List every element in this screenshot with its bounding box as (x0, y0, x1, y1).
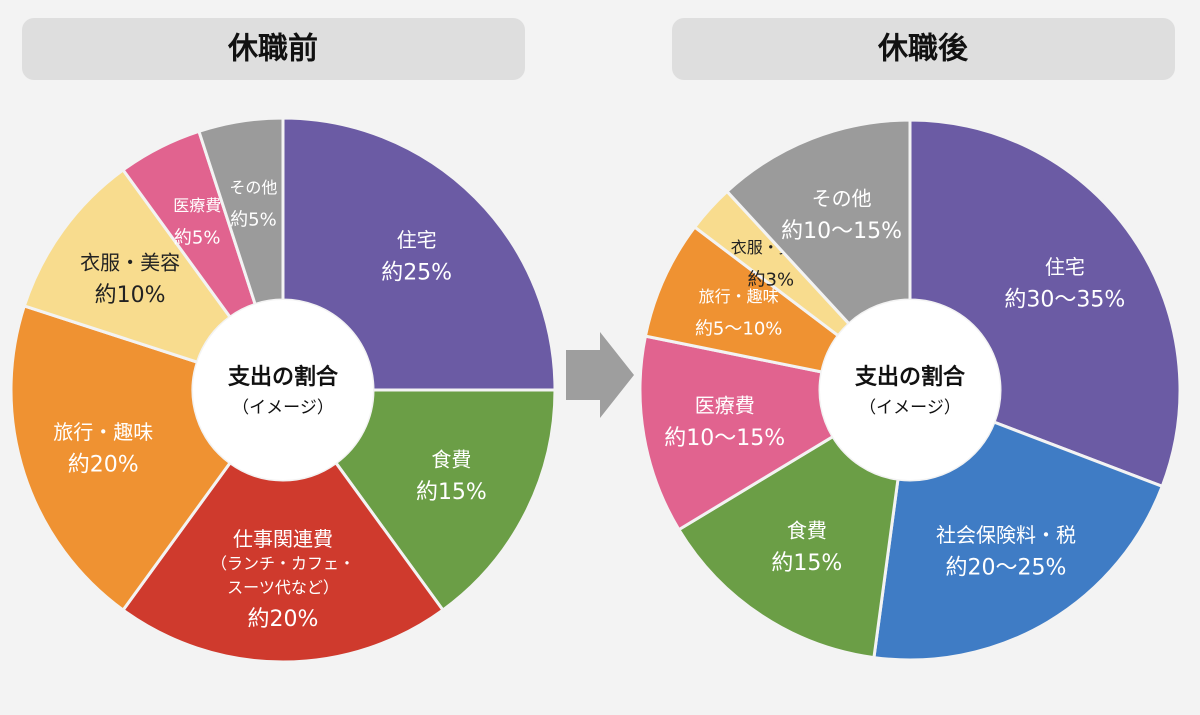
value-label: 約5% (230, 209, 277, 230)
slice-label: 仕事関連費（ランチ・カフェ・スーツ代など） (211, 527, 355, 597)
value-label: 約5% (174, 228, 221, 249)
chart-title: 休職前 (227, 32, 318, 67)
title-box (22, 18, 525, 80)
slice-label: 医療費 (173, 196, 221, 215)
value-label: 約3% (748, 270, 795, 291)
value-label: 約15% (771, 551, 842, 576)
value-label: 約20% (68, 452, 139, 477)
value-label: 約10% (95, 283, 166, 308)
slice (638, 334, 836, 532)
slice-label: 医療費 (695, 394, 755, 418)
center-label: 支出の割合 (228, 364, 339, 390)
donut-hole (193, 300, 373, 480)
slice-label: 旅行・趣味 (699, 287, 779, 306)
slice-label: 衣服・美容 (80, 250, 180, 274)
value-label: 約5～10% (695, 319, 782, 340)
slice (333, 388, 557, 613)
slice-label: 住宅 (397, 228, 437, 252)
title-box (672, 18, 1175, 80)
slice-label: 社会保険料・税 (936, 523, 1076, 547)
center-sublabel: （イメージ） (232, 398, 334, 418)
value-label: 約10～15% (664, 426, 785, 451)
value-label: 約20～25% (946, 556, 1067, 581)
center-sublabel: （イメージ） (859, 398, 961, 418)
slice-label: その他 (229, 178, 277, 197)
chart-title: 休職後 (877, 32, 969, 67)
value-label: 約30～35% (1004, 287, 1125, 312)
center-label: 支出の割合 (855, 364, 966, 390)
slice-label: その他 (812, 186, 872, 210)
value-label: 約20% (248, 607, 319, 632)
value-label: 約25% (381, 260, 452, 285)
slice-label: 食費 (431, 447, 471, 471)
donut-hole (820, 300, 1000, 480)
slice-label: 住宅 (1045, 255, 1085, 279)
slice-label: 食費 (787, 519, 827, 543)
slice-label: 旅行・趣味 (53, 420, 153, 444)
value-label: 約10～15% (781, 219, 902, 244)
value-label: 約15% (416, 480, 487, 505)
arrow (566, 332, 634, 418)
